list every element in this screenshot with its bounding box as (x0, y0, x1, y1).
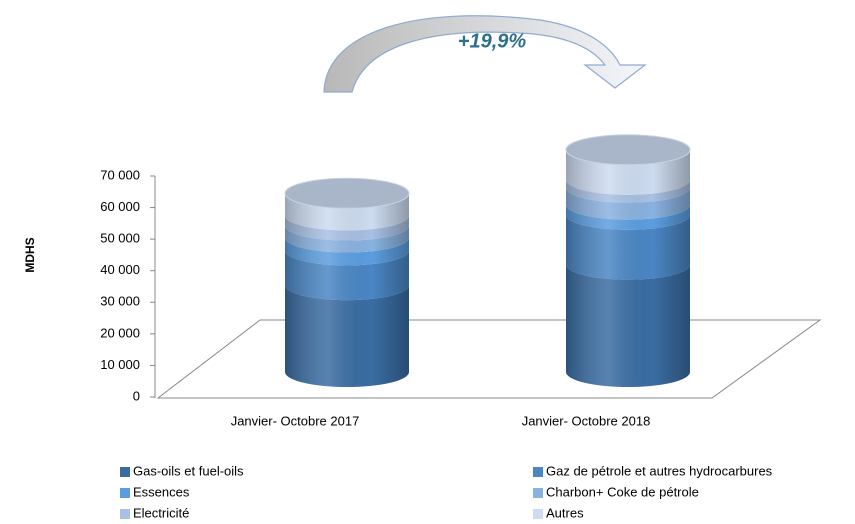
legend-label: Charbon+ Coke de pétrole (546, 484, 699, 499)
bar-shade (566, 187, 690, 220)
legend-swatch (533, 467, 543, 477)
legend-swatch (120, 488, 130, 498)
legend-swatch (533, 488, 543, 498)
legend-swatch (120, 509, 130, 519)
bar-top (565, 134, 691, 166)
bar-shade (285, 225, 409, 253)
bar-shade (566, 204, 690, 230)
growth-arrow (323, 15, 647, 93)
y-tick-label: 20 000 (100, 325, 140, 340)
y-tick-label: 10 000 (100, 357, 140, 372)
bar-shade (566, 264, 690, 387)
bar-shade (566, 179, 690, 203)
bar-shade (285, 193, 409, 231)
y-tick-label: 40 000 (100, 262, 140, 277)
annotation: +19,9% (458, 30, 527, 52)
legend-label: Essences (133, 484, 190, 499)
legend-label: Autres (546, 505, 584, 520)
y-tick-label: 60 000 (100, 199, 140, 214)
y-axis-label: MDHS (23, 237, 37, 272)
y-tick-label: 30 000 (100, 294, 140, 309)
legend-label: Gaz de pétrole et autres hydrocarbures (546, 463, 773, 478)
legend-swatch (533, 509, 543, 519)
bar-top (284, 177, 410, 209)
bar-shade (285, 215, 409, 241)
bar-shade (566, 214, 690, 280)
bar-shade (285, 285, 409, 387)
legend-label: Gas-oils et fuel-oils (133, 463, 244, 478)
floor (156, 319, 822, 399)
legend-label: Electricité (133, 505, 189, 520)
y-tick-label: 70 000 (100, 167, 140, 182)
x-tick-label: Janvier- Octobre 2018 (522, 413, 651, 428)
bar-shade (566, 149, 690, 195)
y-tick-label: 50 000 (100, 231, 140, 246)
y-tick-label: 0 (133, 388, 140, 403)
bar-shade (285, 237, 409, 266)
legend-swatch (120, 467, 130, 477)
bar-shade (285, 250, 409, 301)
x-tick-label: Janvier- Octobre 2017 (231, 413, 360, 428)
